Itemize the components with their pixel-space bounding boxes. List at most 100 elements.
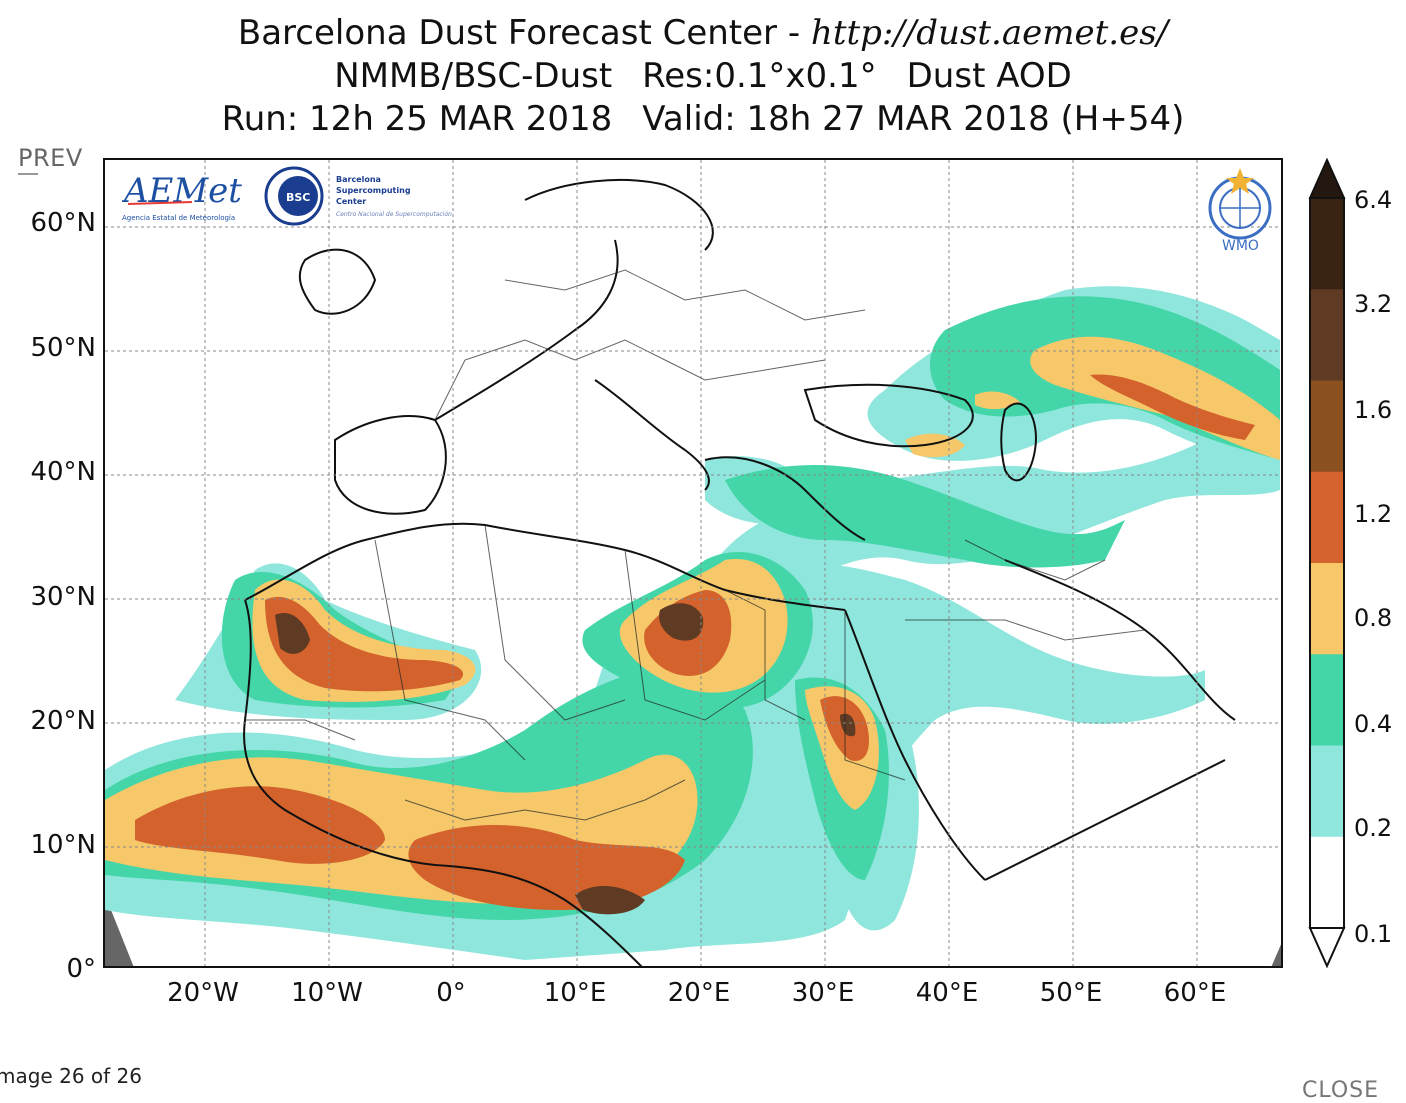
country-borders <box>245 269 1146 821</box>
title-url-link[interactable]: http://dust.aemet.es/ <box>810 13 1169 53</box>
coastlines <box>243 179 1236 966</box>
colorbar-segment <box>1310 654 1344 746</box>
lon-label: 0° <box>436 978 466 1008</box>
colorbar-label: 0.1 <box>1354 920 1393 948</box>
aemet-logo-text: AEMet <box>122 171 242 211</box>
coastline-italy <box>594 379 710 491</box>
colorbar-frame <box>1309 197 1345 929</box>
coastline-british-isles <box>298 248 377 315</box>
prev-button[interactable]: PREV <box>18 144 83 175</box>
lon-label: 30°E <box>791 978 855 1008</box>
aod-region-caucasus <box>975 391 1020 410</box>
colorbar-segment <box>1310 471 1344 564</box>
model-name: NMMB/BSC-Dust <box>334 56 613 96</box>
bsc-logo-disc <box>278 176 318 216</box>
colorbar-label: 0.2 <box>1354 814 1393 842</box>
colorbar-label: 0.4 <box>1354 710 1393 738</box>
colorbar-segment <box>1310 289 1344 381</box>
aemet-logo-subtext: Agencia Estatal de Meteorología <box>122 214 235 222</box>
border <box>374 539 526 761</box>
aod-region-cameroon <box>575 885 645 915</box>
coastline-black-sea <box>803 383 974 448</box>
variable-name: Dust AOD <box>906 56 1072 96</box>
border <box>724 589 806 721</box>
wmo-logo-lines <box>1220 188 1260 228</box>
dust-map <box>103 158 1283 968</box>
lon-label: 10°E <box>543 978 607 1008</box>
lat-label: 10°N <box>30 830 96 860</box>
coastline-scandinavia <box>524 179 714 251</box>
lon-label: 20°W <box>167 978 239 1008</box>
colorbar-top-arrow <box>1308 157 1346 199</box>
bsc-logo-line3: Center <box>336 197 366 206</box>
colorbar-label: 3.2 <box>1354 290 1393 318</box>
border <box>434 339 826 421</box>
lon-label: 50°E <box>1039 978 1103 1008</box>
lat-label: 30°N <box>30 582 96 612</box>
lon-label: 40°E <box>915 978 979 1008</box>
lat-label: 0° <box>66 954 96 984</box>
wmo-logo: WMO <box>1200 164 1280 254</box>
colorbar <box>1308 157 1346 969</box>
colorbar-segment <box>1310 198 1344 290</box>
aemet-logo: AEMet Agencia Estatal de Meteorología <box>121 168 252 226</box>
border <box>844 610 906 781</box>
bsc-logo: BSC Barcelona Supercomputing Center Cent… <box>264 166 504 226</box>
coastline-france <box>434 239 619 421</box>
lat-label: 50°N <box>30 333 96 363</box>
dust-map-svg <box>105 160 1281 966</box>
colorbar-segment <box>1310 563 1344 655</box>
graticule <box>105 160 1281 966</box>
aod-region-sudan <box>840 713 856 737</box>
border <box>484 524 626 721</box>
bsc-logo-line1: Barcelona <box>336 175 381 184</box>
colorbar-segment <box>1310 745 1344 838</box>
coastline-north-africa <box>244 522 846 611</box>
coastline-red-sea-west <box>844 609 986 881</box>
bsc-logo-ring <box>264 166 324 226</box>
wmo-logo-text: WMO <box>1222 238 1259 254</box>
colorbar-segment <box>1310 836 1344 929</box>
title-line-3: Run: 12h 25 MAR 2018 Valid: 18h 27 MAR 20… <box>0 98 1406 141</box>
resolution-text: Res:0.1°x0.1° <box>642 56 877 96</box>
chart-title: Barcelona Dust Forecast Center - http://… <box>0 12 1406 141</box>
wmo-logo-star <box>1226 168 1254 194</box>
image-counter: mage 26 of 26 <box>0 1064 142 1088</box>
colorbar-segment <box>1310 380 1344 473</box>
aod-layer-1.6 <box>275 603 856 915</box>
run-time: Run: 12h 25 MAR 2018 <box>221 99 613 139</box>
map-corner-fill <box>1271 944 1281 966</box>
lat-label: 40°N <box>30 457 96 487</box>
coastline-arabia-south <box>984 759 1226 881</box>
aemet-logo-accent <box>127 201 193 205</box>
lon-label: 10°W <box>291 978 363 1008</box>
lat-label: 20°N <box>30 706 96 736</box>
close-button[interactable]: CLOSE <box>1302 1078 1380 1103</box>
bsc-logo-badge: BSC <box>286 191 310 204</box>
border <box>905 619 1146 641</box>
title-line-1: Barcelona Dust Forecast Center - http://… <box>0 12 1406 55</box>
colorbar-label: 1.2 <box>1354 500 1393 528</box>
title-prefix: Barcelona Dust Forecast Center - <box>237 13 811 53</box>
aod-region-libya <box>659 603 704 641</box>
colorbar-label: 1.6 <box>1354 396 1393 424</box>
border <box>964 539 1106 581</box>
coastline-greece-turkey <box>704 456 866 541</box>
colorbar-bottom-arrow <box>1308 927 1346 969</box>
border <box>504 269 866 321</box>
lon-label: 60°E <box>1163 978 1227 1008</box>
colorbar-label: 0.8 <box>1354 604 1393 632</box>
title-line-2: NMMB/BSC-Dust Res:0.1°x0.1° Dust AOD <box>0 55 1406 98</box>
aod-region-nw-africa <box>265 596 464 692</box>
border <box>404 779 686 821</box>
colorbar-svg <box>1308 157 1346 969</box>
bsc-logo-line2: Supercomputing <box>336 186 411 195</box>
bsc-logo-line4: Centro Nacional de Supercomputación <box>336 211 452 218</box>
aod-region-caspian <box>1090 374 1255 440</box>
colorbar-label: 6.4 <box>1354 186 1393 214</box>
lat-label: 60°N <box>30 208 96 238</box>
aod-region-nw-africa <box>275 612 310 654</box>
border <box>624 549 766 721</box>
valid-time: Valid: 18h 27 MAR 2018 (H+54) <box>642 99 1185 139</box>
aod-region-wafrica <box>135 786 385 864</box>
